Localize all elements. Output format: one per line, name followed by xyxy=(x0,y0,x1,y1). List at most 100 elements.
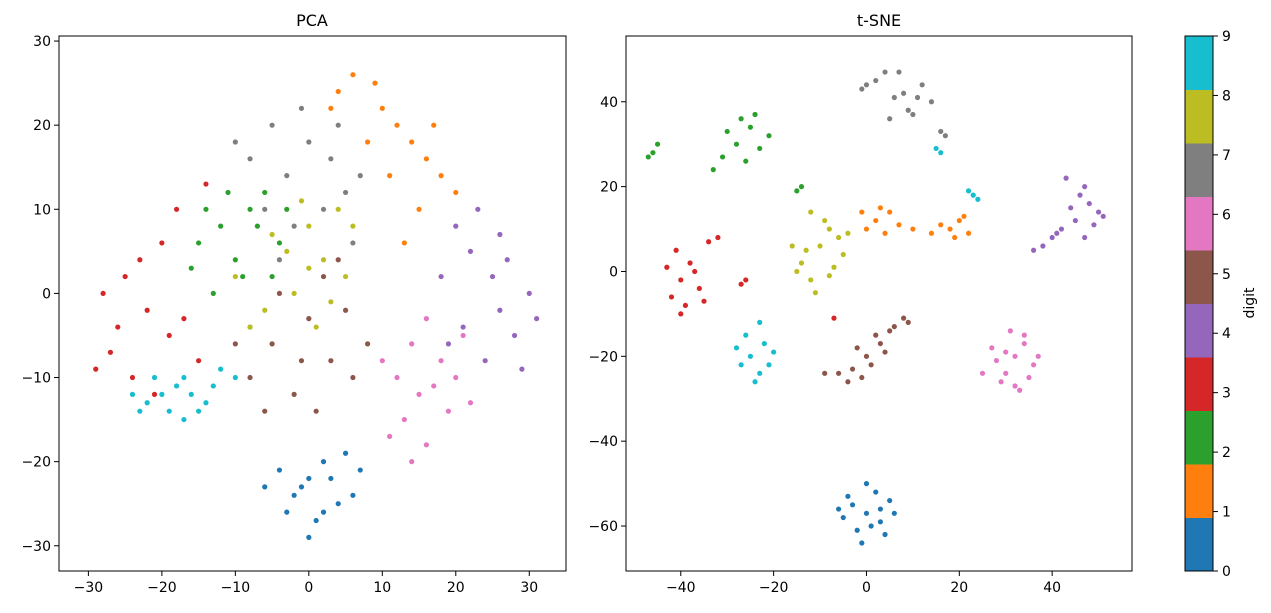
pca-point-digit-8 xyxy=(306,265,312,271)
tsne-point-digit-1 xyxy=(961,213,967,219)
tsne-point-digit-1 xyxy=(956,217,962,224)
tsne-point-digit-9 xyxy=(975,196,981,202)
pca-point-digit-4 xyxy=(460,324,466,330)
colorbar-tick-label: 3 xyxy=(1222,386,1231,402)
colorbar-segment-4 xyxy=(1185,303,1213,358)
tsne-point-digit-2 xyxy=(654,141,661,147)
pca-point-digit-4 xyxy=(497,231,503,238)
pca-point-digit-9 xyxy=(196,408,202,414)
pca-point-digit-8 xyxy=(350,223,356,229)
pca-point-digit-1 xyxy=(365,139,371,145)
tsne-point-digit-7 xyxy=(859,86,865,92)
pca-point-digit-6 xyxy=(401,416,407,423)
pca-point-digit-3 xyxy=(181,316,187,322)
tsne-point-digit-3 xyxy=(682,302,689,309)
pca-point-digit-8 xyxy=(313,324,319,330)
tsne-y-tick-label: −60 xyxy=(588,519,618,535)
pca-point-digit-5 xyxy=(276,290,283,297)
tsne-point-digit-7 xyxy=(896,69,902,75)
tsne-point-digit-6 xyxy=(1003,370,1009,376)
tsne-point-digit-2 xyxy=(733,141,740,147)
pca-point-digit-2 xyxy=(254,223,260,229)
pca-point-digit-6 xyxy=(416,391,422,397)
tsne-point-digit-4 xyxy=(1082,234,1088,241)
pca-x-tick-label: 10 xyxy=(373,580,391,596)
tsne-point-digit-9 xyxy=(757,319,763,325)
tsne-y-axis: −60 −40 −20 0 20 40 xyxy=(588,95,626,535)
pca-point-digit-5 xyxy=(335,257,341,263)
pca-point-digit-9 xyxy=(144,400,150,406)
tsne-point-digit-2 xyxy=(724,128,730,135)
pca-point-digit-4 xyxy=(453,223,459,229)
tsne-point-digit-6 xyxy=(989,345,995,351)
tsne-point-digit-1 xyxy=(938,222,944,228)
tsne-point-digit-7 xyxy=(891,94,897,101)
pca-point-digit-4 xyxy=(445,341,452,347)
pca-point-digit-8 xyxy=(335,206,341,212)
pca-point-digit-2 xyxy=(247,206,253,212)
pca-point-digit-2 xyxy=(203,206,209,212)
tsne-title: t-SNE xyxy=(857,11,901,30)
tsne-point-digit-4 xyxy=(1063,175,1069,181)
tsne-point-digit-0 xyxy=(873,489,879,495)
pca-point-digit-9 xyxy=(210,383,216,389)
tsne-point-digit-1 xyxy=(887,209,893,215)
tsne-point-digit-7 xyxy=(910,111,916,118)
tsne-point-digit-2 xyxy=(752,111,758,118)
tsne-point-digit-0 xyxy=(887,497,893,504)
pca-point-digit-5 xyxy=(313,408,319,414)
pca-point-digit-4 xyxy=(482,358,488,364)
tsne-point-digit-8 xyxy=(840,251,846,258)
pca-point-digit-9 xyxy=(181,374,187,381)
tsne-point-digit-4 xyxy=(1100,213,1106,219)
tsne-point-digit-5 xyxy=(905,319,911,325)
pca-point-digit-0 xyxy=(276,467,283,473)
pca-point-digit-3 xyxy=(107,349,114,355)
pca-y-tick-label: −10 xyxy=(21,371,51,387)
tsne-point-digit-1 xyxy=(859,209,865,215)
tsne-point-digit-7 xyxy=(928,99,935,105)
tsne-point-digit-9 xyxy=(757,370,763,376)
pca-point-digit-6 xyxy=(438,358,444,364)
tsne-point-digit-6 xyxy=(1007,328,1013,334)
pca-x-tick-label: −30 xyxy=(74,580,104,596)
tsne-point-digit-1 xyxy=(928,230,935,236)
pca-points xyxy=(93,72,540,540)
tsne-point-digit-4 xyxy=(1077,192,1083,198)
pca-point-digit-0 xyxy=(262,484,268,490)
tsne-point-digit-8 xyxy=(831,264,837,270)
pca-point-digit-6 xyxy=(387,433,393,440)
pca-x-axis: −30 −20 −10 0 10 20 30 xyxy=(74,571,538,596)
pca-point-digit-3 xyxy=(173,206,180,212)
colorbar-tick-label: 2 xyxy=(1222,445,1231,461)
pca-point-digit-6 xyxy=(394,374,400,381)
tsne-point-digit-8 xyxy=(808,209,814,215)
pca-point-digit-5 xyxy=(298,358,305,364)
tsne-point-digit-8 xyxy=(789,243,795,249)
pca-point-digit-1 xyxy=(423,156,429,162)
pca-y-tick-label: 20 xyxy=(33,118,51,134)
pca-point-digit-7 xyxy=(357,173,363,179)
tsne-point-digit-0 xyxy=(863,510,870,516)
pca-point-digit-0 xyxy=(291,492,297,498)
pca-point-digit-9 xyxy=(129,391,136,397)
pca-point-digit-7 xyxy=(291,223,297,229)
tsne-point-digit-1 xyxy=(965,230,972,236)
pca-point-digit-9 xyxy=(181,416,187,423)
pca-point-digit-7 xyxy=(247,156,253,162)
colorbar-segments xyxy=(1185,36,1213,572)
pca-point-digit-5 xyxy=(328,358,334,364)
pca-point-digit-4 xyxy=(504,257,510,263)
tsne-point-digit-4 xyxy=(1086,200,1092,207)
pca-point-digit-0 xyxy=(313,517,319,524)
colorbar-segment-5 xyxy=(1185,250,1213,304)
tsne-point-digit-1 xyxy=(863,226,870,232)
tsne-point-digit-4 xyxy=(1095,209,1102,215)
pca-point-digit-2 xyxy=(218,223,224,229)
pca-point-digit-9 xyxy=(159,391,165,397)
pca-point-digit-9 xyxy=(173,383,180,389)
tsne-point-digit-9 xyxy=(761,340,767,347)
tsne-panel: t-SNE −40 −20 0 20 40 −60 −40 −20 0 20 40 xyxy=(588,11,1133,596)
pca-point-digit-5 xyxy=(342,307,349,313)
